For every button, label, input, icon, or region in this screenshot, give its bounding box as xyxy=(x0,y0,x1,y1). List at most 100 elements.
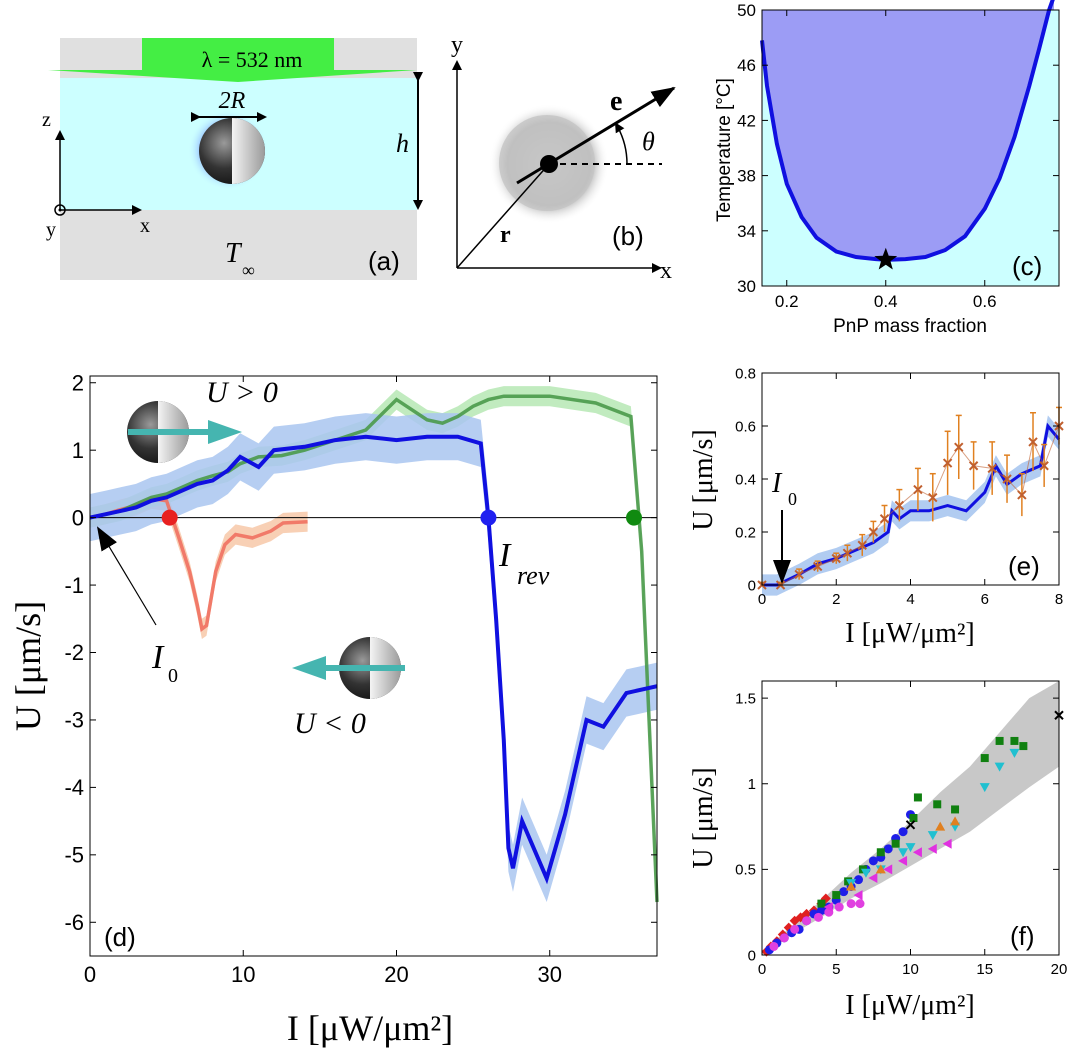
simulation-band xyxy=(762,415,1059,596)
panel-label-b: (b) xyxy=(612,221,644,251)
data-point xyxy=(868,527,879,537)
u-negative-label: U < 0 xyxy=(294,707,366,740)
triangle-left-marker xyxy=(853,890,863,901)
y-tick-label: 0.5 xyxy=(735,862,756,879)
circle-marker xyxy=(813,912,823,922)
triangle-up-marker xyxy=(950,816,961,826)
y-tick-label: 0 xyxy=(748,577,756,594)
particle-right-icon xyxy=(127,401,242,463)
z-label: z xyxy=(42,109,51,131)
x-tick-label: 0 xyxy=(758,591,766,608)
x-tick-label: 0 xyxy=(758,961,766,978)
reversal-marker xyxy=(480,509,497,526)
y-tick-label: 42 xyxy=(737,111,756,130)
triangle-down-marker xyxy=(979,783,990,793)
panel-label-d: (d) xyxy=(104,922,136,952)
i0-sub: 0 xyxy=(788,489,797,509)
plot-c-frame xyxy=(761,9,1060,287)
data-point xyxy=(879,514,890,524)
data-point xyxy=(812,561,823,572)
data-point xyxy=(1017,490,1027,500)
critical-point-star xyxy=(874,247,898,270)
prediction-band xyxy=(762,681,1059,955)
circle-marker xyxy=(790,924,800,934)
janus-cap xyxy=(232,118,265,184)
panel-d-xlabel: I [μW/μm²] xyxy=(287,1008,453,1048)
square-marker xyxy=(933,800,942,809)
x-tick-label: 20 xyxy=(1051,961,1068,978)
y-tick-label: 0.4 xyxy=(735,471,756,488)
y-tick-label: -2 xyxy=(64,640,84,665)
panel-b: y x r e θ (b) xyxy=(451,32,676,284)
y-tick-label: 46 xyxy=(737,56,756,75)
data-point xyxy=(894,500,905,511)
circle-marker xyxy=(854,875,864,885)
triangle-left-marker xyxy=(927,843,937,854)
circle-marker xyxy=(898,827,908,837)
u-positive-label: U > 0 xyxy=(206,376,278,409)
i0-sub: 0 xyxy=(168,665,178,687)
triangle-down-marker xyxy=(1009,748,1020,758)
y-tick-label: -1 xyxy=(64,573,84,598)
theta-label: θ xyxy=(642,127,655,156)
y-tick-label: 2 xyxy=(72,370,84,395)
y-tick-label: 0.2 xyxy=(735,524,756,541)
panel-f: 0 5 10 15 20 1.5 1 0.5 0 U [μm/s] I [μW/μm²] (f) xyxy=(688,680,1068,1021)
blue-series-line xyxy=(89,434,658,885)
y-tick-label: -3 xyxy=(64,708,84,733)
triangle-left-marker xyxy=(898,855,908,866)
y-tick-label: 1 xyxy=(72,438,84,463)
x-tick-label: 10 xyxy=(231,962,255,987)
laser-label: λ = 532 nm xyxy=(202,47,303,72)
x-tick-label: 10 xyxy=(902,961,919,978)
diamond-marker xyxy=(801,908,812,919)
square-marker xyxy=(832,891,841,900)
y-tick-label: 0 xyxy=(72,505,84,530)
y-tick-label: 38 xyxy=(737,167,756,186)
particle-left-icon xyxy=(292,637,405,699)
theta-arc xyxy=(614,122,628,165)
circle-marker xyxy=(802,916,812,926)
laser-beam xyxy=(142,38,334,72)
temp-label: T xyxy=(225,238,243,269)
panel-d-ylabel: U [μm/s] xyxy=(8,601,48,731)
square-marker xyxy=(951,805,960,814)
reversal-marker xyxy=(161,509,178,526)
i0-label: I xyxy=(771,468,783,499)
y-tick-label: -5 xyxy=(64,843,84,868)
x-label: x xyxy=(660,258,672,284)
x-tick-label: 15 xyxy=(976,961,993,978)
triangle-down-marker xyxy=(898,848,909,858)
triangle-down-marker xyxy=(994,762,1005,772)
data-point xyxy=(968,461,979,471)
circle-marker xyxy=(855,899,865,909)
irev-label: I xyxy=(498,537,512,574)
circle-marker xyxy=(769,941,779,951)
diameter-label: 2R xyxy=(219,88,246,114)
irev-sub: rev xyxy=(517,561,550,590)
temp-sub: ∞ xyxy=(242,260,255,280)
panel-a: λ = 532 nm 2R h z x y T ∞ (a) xyxy=(42,38,423,280)
x-label: x xyxy=(140,215,150,237)
circle-marker xyxy=(868,856,878,866)
square-marker xyxy=(1019,742,1028,751)
circle-marker xyxy=(834,902,844,912)
two-phase-region xyxy=(762,0,1054,260)
i0-arrow xyxy=(96,526,157,626)
y-tick-label: -6 xyxy=(64,910,84,935)
laser-focus xyxy=(48,70,417,82)
triangle-left-marker xyxy=(883,864,893,875)
data-point xyxy=(987,463,997,474)
panel-e-ylabel: U [μm/s] xyxy=(688,429,719,530)
square-marker xyxy=(913,793,922,802)
e-label: e xyxy=(610,86,622,117)
panel-c: 0.2 0.4 0.6 50 46 42 38 34 30 Temperature [°C] P… xyxy=(714,0,1060,337)
square-marker xyxy=(995,736,1004,745)
triangle-up-marker xyxy=(935,821,946,831)
y-axis-dot-center xyxy=(58,208,62,212)
y-tick-label: 0 xyxy=(748,947,756,964)
panel-e-xlabel: I [μW/μm²] xyxy=(845,618,974,649)
y-axis-dot xyxy=(54,204,66,216)
